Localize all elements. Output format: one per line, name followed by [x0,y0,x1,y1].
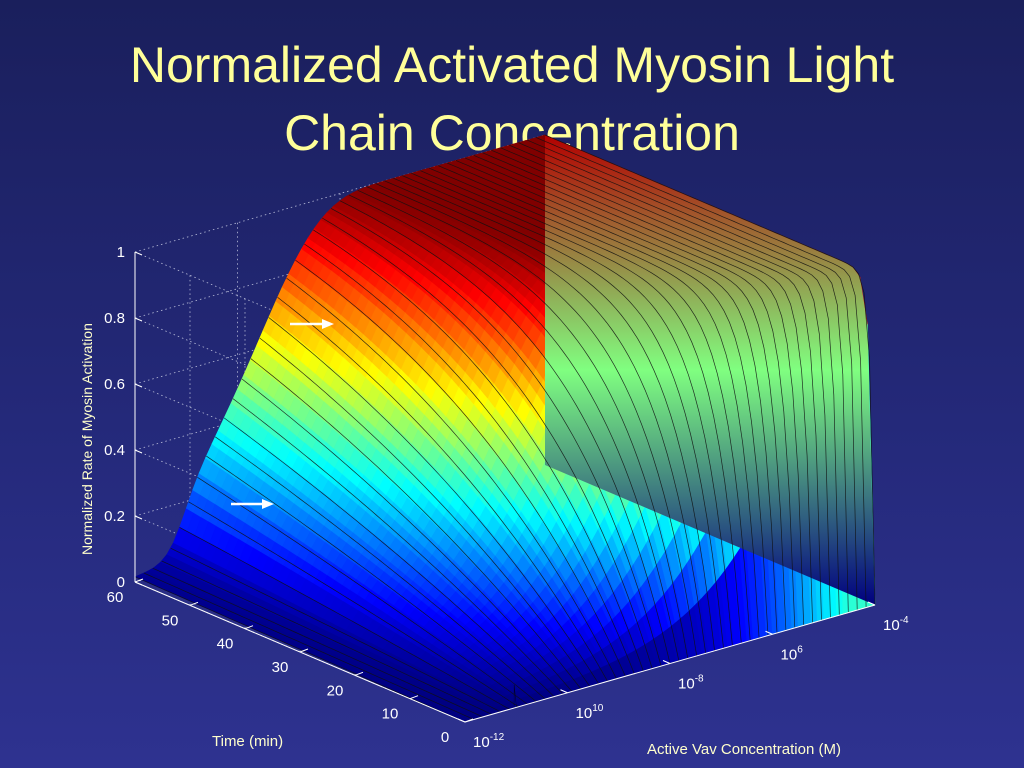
x-tick [662,660,671,664]
surface-contour-line [206,455,537,702]
surface-contour-line [437,165,769,636]
surface-contour-line [143,572,475,720]
z-tick-label: 1 [117,244,125,261]
surface-contour-line [304,243,635,674]
y-tick-label: 10 [382,706,399,723]
y-tick [299,648,309,653]
z-tick [134,317,143,322]
y-tick-label: 20 [327,682,344,699]
surface-contour-line [214,436,546,700]
z-tick-label: 0.4 [104,442,125,459]
surface-contour-line [518,142,849,613]
surface-contour-line [232,398,564,695]
surface-contour-line [188,501,519,707]
surface-contour-line [428,167,760,639]
z-tick [134,515,143,520]
surface-contour-line [268,317,599,684]
surface-contour-line [134,576,466,723]
y-tick [189,601,199,606]
surface-contour-line [179,527,510,710]
surface-contour-line [259,337,591,687]
surface-contour-line [197,477,528,705]
surface-contour-line [544,134,876,606]
surface-contour-line [295,259,626,677]
surface-contour-line [322,217,653,669]
surface-contour-line [482,152,813,623]
surface-contour-line [152,567,483,718]
surface [134,134,876,723]
z-tick [134,383,143,388]
surface-contour-line [170,547,501,713]
surface-contour-line [411,172,742,644]
z-tick-label: 0.6 [104,376,125,393]
surface-contour-line [384,180,715,651]
surface-contour-line [509,144,840,616]
surface-contour-line [277,297,608,682]
y-tick-label: 50 [162,612,179,629]
arrow-annotation-upper-head [322,319,334,329]
y-tick [354,671,364,676]
arrow-annotation-lower-head [262,499,274,509]
time-contours [134,134,876,723]
surface-contour-line [375,183,707,654]
x-tick-label: 10-4 [883,615,909,634]
surface-contour-line [348,194,680,662]
y-tick [134,578,144,583]
surface-contour-line [527,139,858,611]
surface-contour-line [241,378,573,692]
surface-contour-line [366,186,698,656]
surface-contour-line [500,147,831,618]
x-tick [867,601,876,606]
surface-contour-line [473,154,805,626]
z-tick-label: 0.8 [104,310,125,327]
y-tick [409,695,419,700]
surface-contour-line [535,137,867,608]
z-tick [134,449,143,454]
z-tick-label: 0 [117,574,125,591]
x-tick-label: 106 [781,644,804,663]
x-tick-label: 10-12 [473,732,505,751]
annotation-arrows [231,319,334,509]
z-tick [134,581,143,586]
surface-contour-line [420,170,751,641]
y-tick-label: 60 [107,589,124,606]
z-axis-label: Normalized Rate of Myosin Activation [79,323,95,555]
x-tick-label: 1010 [576,703,604,722]
y-tick-label: 40 [217,636,234,653]
y-tick [464,718,474,723]
surface-contour-line [491,149,822,621]
y-tick [244,625,254,630]
x-tick [560,689,568,694]
surface-contour-line [357,189,689,659]
x-tick-label: 10-8 [678,674,704,693]
surface-contour-line [223,417,555,697]
surface-contour-line [446,162,778,634]
x-tick [457,718,466,723]
z-tick-label: 0.2 [104,508,125,525]
surface-contour-line [402,175,733,646]
y-tick-label: 30 [272,659,289,676]
axes: 00.20.40.60.81010203040506010-12101010-8… [104,244,909,751]
surface-contour-line [161,560,492,715]
x-axis-label: Active Vav Concentration (M) [647,741,841,758]
x-tick [765,630,773,635]
surface-contour-line [455,160,787,631]
surface-contour-line [313,229,644,672]
y-axis-label: Time (min) [212,733,283,750]
y-tick-label: 0 [441,729,449,746]
surface-contour-line [330,208,662,667]
surface-contour-line [286,277,617,679]
chart-title-line1: Normalized Activated Myosin Light [129,37,895,93]
surface-contour-line [339,200,671,664]
surface-contour-line [250,358,582,690]
surface-contour-line [393,177,724,649]
surface-contour-line [464,157,796,628]
z-tick [134,251,143,256]
